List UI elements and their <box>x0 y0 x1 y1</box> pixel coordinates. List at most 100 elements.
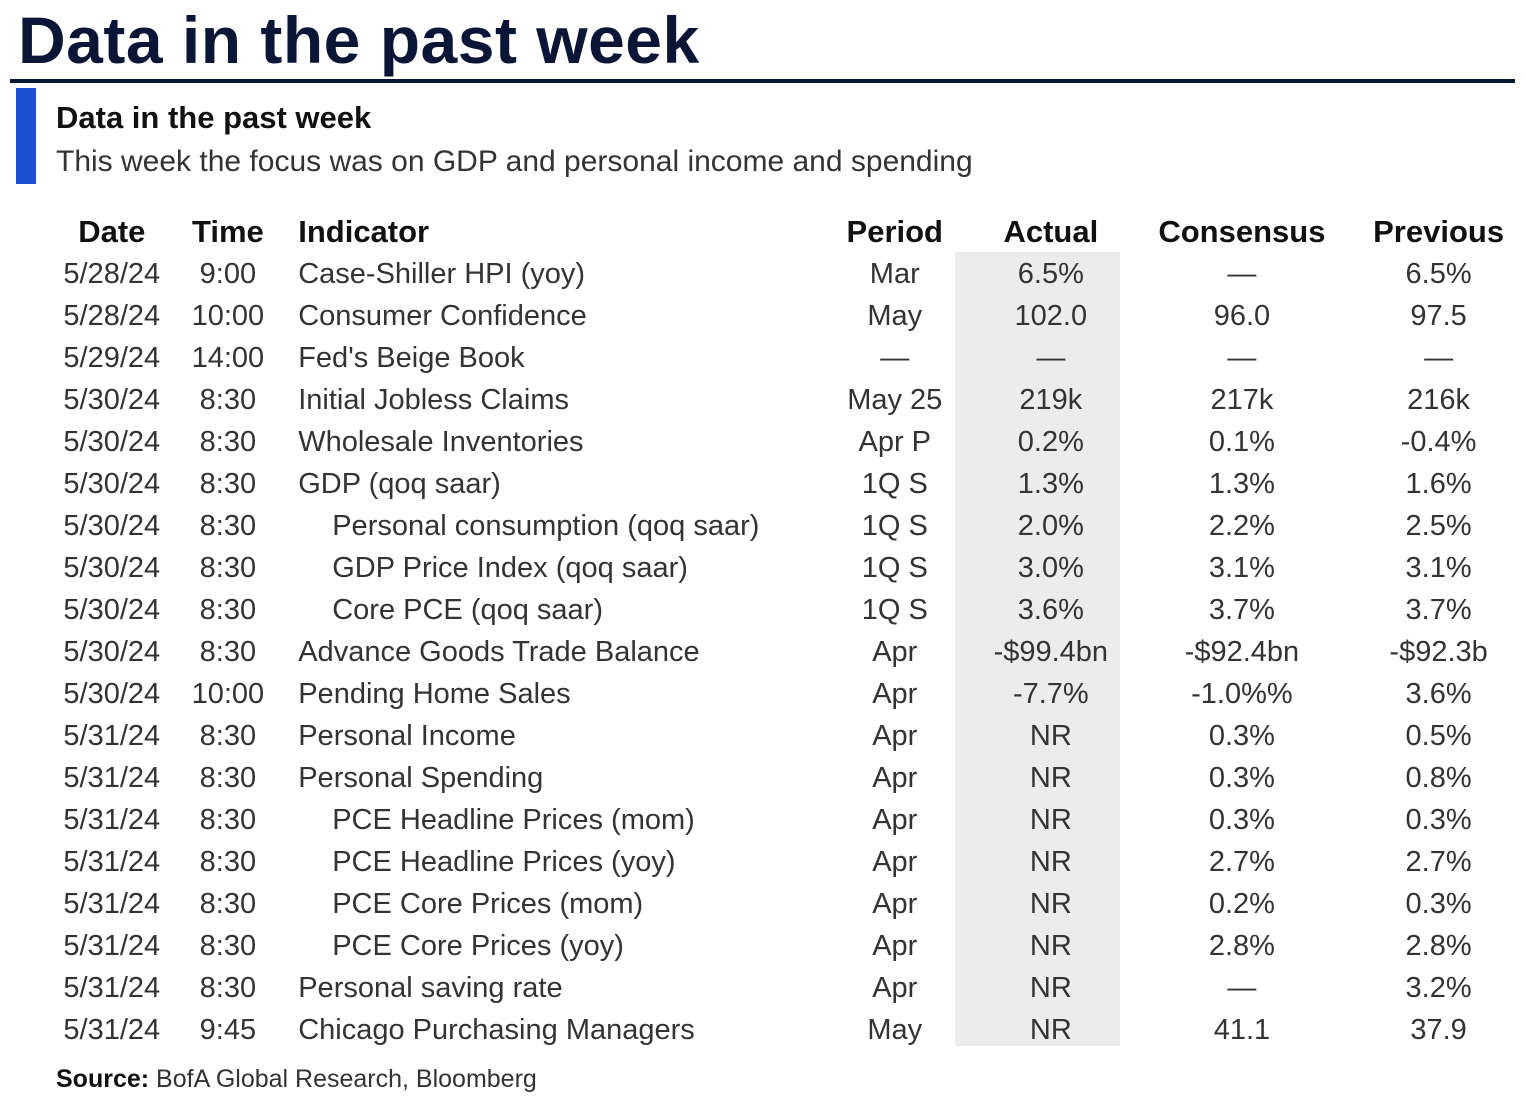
table-row: 5/30/24 8:30 Initial Jobless Claims May 25 2… <box>56 379 1526 421</box>
table-row: 5/30/24 8:30 Personal consumption (qoq saa… <box>56 505 1526 547</box>
cell-period: Apr <box>872 846 918 878</box>
table-row: 5/28/24 9:00 Case-Shiller HPI (yoy) Mar 6.5%… <box>56 253 1526 295</box>
cell-previous: 3.1% <box>1405 552 1472 584</box>
cell-period: — <box>880 342 910 374</box>
cell-actual: 3.6% <box>1017 594 1084 626</box>
header-actual: Actual <box>1003 214 1099 249</box>
table-row: 5/31/24 8:30 Personal saving rate Apr NR — 3.2… <box>56 967 1526 1009</box>
cell-indicator: Core PCE (qoq saar) <box>332 594 603 626</box>
cell-time: 10:00 <box>191 678 265 710</box>
cell-period: Apr <box>872 804 918 836</box>
cell-date: 5/30/24 <box>63 384 161 416</box>
cell-actual: 1.3% <box>1017 468 1084 500</box>
cell-period: May 25 <box>847 384 943 416</box>
cell-consensus: 2.7% <box>1208 846 1275 878</box>
page-title: Data in the past week <box>18 3 700 77</box>
cell-consensus: 1.3% <box>1208 468 1275 500</box>
cell-previous: 2.7% <box>1405 846 1472 878</box>
cell-actual: NR <box>1029 804 1072 836</box>
cell-period: Apr P <box>858 426 932 458</box>
cell-consensus: 96.0 <box>1213 300 1271 332</box>
table-row: 5/30/24 10:00 Pending Home Sales Apr -7.7% -1… <box>56 673 1526 715</box>
source-text: BofA Global Research, Bloomberg <box>156 1065 537 1093</box>
cell-consensus: 2.8% <box>1208 930 1275 962</box>
table-row: 5/29/24 14:00 Fed's Beige Book — — — — <box>56 337 1526 379</box>
cell-time: 14:00 <box>191 342 265 374</box>
cell-consensus: 3.1% <box>1208 552 1275 584</box>
cell-time: 8:30 <box>199 930 257 962</box>
cell-period: Apr <box>872 636 918 668</box>
cell-indicator: Fed's Beige Book <box>298 342 525 374</box>
table-row: 5/31/24 8:30 PCE Core Prices (yoy) Apr NR 2.8… <box>56 925 1526 967</box>
cell-date: 5/31/24 <box>63 888 161 920</box>
cell-time: 8:30 <box>199 762 257 794</box>
cell-period: May <box>867 1014 923 1046</box>
cell-time: 8:30 <box>199 846 257 878</box>
cell-indicator: PCE Core Prices (mom) <box>332 888 644 920</box>
cell-indicator: Pending Home Sales <box>298 678 571 710</box>
cell-period: Apr <box>872 720 918 752</box>
cell-time: 8:30 <box>199 426 257 458</box>
exhibit-title: Data in the past week <box>56 100 372 135</box>
table-row: 5/30/24 8:30 Core PCE (qoq saar) 1Q S 3.6% 3.… <box>56 589 1526 631</box>
cell-period: May <box>867 300 923 332</box>
cell-indicator: Personal Spending <box>298 762 544 794</box>
cell-date: 5/30/24 <box>63 594 161 626</box>
cell-indicator: Advance Goods Trade Balance <box>298 636 700 668</box>
cell-date: 5/31/24 <box>63 972 161 1004</box>
cell-previous: 3.6% <box>1405 678 1472 710</box>
source-note: Source: BofA Global Research, Bloomberg <box>56 1062 537 1096</box>
cell-period: Apr <box>872 930 918 962</box>
cell-previous: 0.5% <box>1405 720 1472 752</box>
cell-indicator: PCE Core Prices (yoy) <box>332 930 624 962</box>
cell-period: Apr <box>872 762 918 794</box>
cell-date: 5/30/24 <box>63 468 161 500</box>
cell-consensus: — <box>1227 972 1257 1004</box>
cell-indicator: Personal consumption (qoq saar) <box>332 510 760 542</box>
cell-date: 5/29/24 <box>63 342 161 374</box>
cell-actual: NR <box>1029 888 1072 920</box>
cell-time: 8:30 <box>199 636 257 668</box>
cell-actual: 219k <box>1019 384 1083 416</box>
cell-consensus: — <box>1227 342 1257 374</box>
cell-actual: -$99.4bn <box>993 636 1109 668</box>
cell-date: 5/30/24 <box>63 552 161 584</box>
cell-indicator: Personal Income <box>298 720 516 752</box>
table-row: 5/31/24 8:30 Personal Income Apr NR 0.3% 0.5% <box>56 715 1526 757</box>
cell-previous: 2.8% <box>1405 930 1472 962</box>
header-period: Period <box>846 214 943 249</box>
cell-date: 5/31/24 <box>63 720 161 752</box>
cell-previous: 3.7% <box>1405 594 1472 626</box>
cell-time: 8:30 <box>199 384 257 416</box>
cell-consensus: — <box>1227 258 1257 290</box>
header-indicator: Indicator <box>298 214 430 249</box>
cell-date: 5/31/24 <box>63 930 161 962</box>
cell-consensus: -$92.4bn <box>1184 636 1300 668</box>
cell-date: 5/31/24 <box>63 1014 161 1046</box>
exhibit-subtitle: This week the focus was on GDP and perso… <box>56 145 973 178</box>
cell-actual: 2.0% <box>1017 510 1084 542</box>
cell-period: Apr <box>872 678 918 710</box>
source-label: Source: <box>56 1065 150 1093</box>
cell-consensus: 0.2% <box>1208 888 1275 920</box>
cell-actual: 102.0 <box>1014 300 1088 332</box>
cell-time: 8:30 <box>199 594 257 626</box>
economic-data-table: Date Time Indicator Period Actual Consen… <box>56 211 1526 1051</box>
cell-time: 8:30 <box>199 804 257 836</box>
cell-previous: 97.5 <box>1410 300 1467 332</box>
cell-indicator: Chicago Purchasing Managers <box>298 1014 695 1046</box>
header-time: Time <box>192 214 264 249</box>
cell-period: 1Q S <box>861 510 928 542</box>
table-row: 5/31/24 8:30 Personal Spending Apr NR 0.3% 0.8… <box>56 757 1526 799</box>
table-row: 5/28/24 10:00 Consumer Confidence May 102.0 9… <box>56 295 1526 337</box>
cell-previous: 1.6% <box>1405 468 1472 500</box>
cell-previous: -0.4% <box>1400 426 1477 458</box>
cell-previous: 2.5% <box>1405 510 1472 542</box>
cell-time: 9:00 <box>199 258 257 290</box>
cell-previous: 216k <box>1407 384 1471 416</box>
cell-period: 1Q S <box>861 468 928 500</box>
cell-period: Apr <box>872 888 918 920</box>
cell-actual: — <box>1036 342 1066 374</box>
cell-consensus: 3.7% <box>1208 594 1275 626</box>
cell-date: 5/28/24 <box>63 300 161 332</box>
